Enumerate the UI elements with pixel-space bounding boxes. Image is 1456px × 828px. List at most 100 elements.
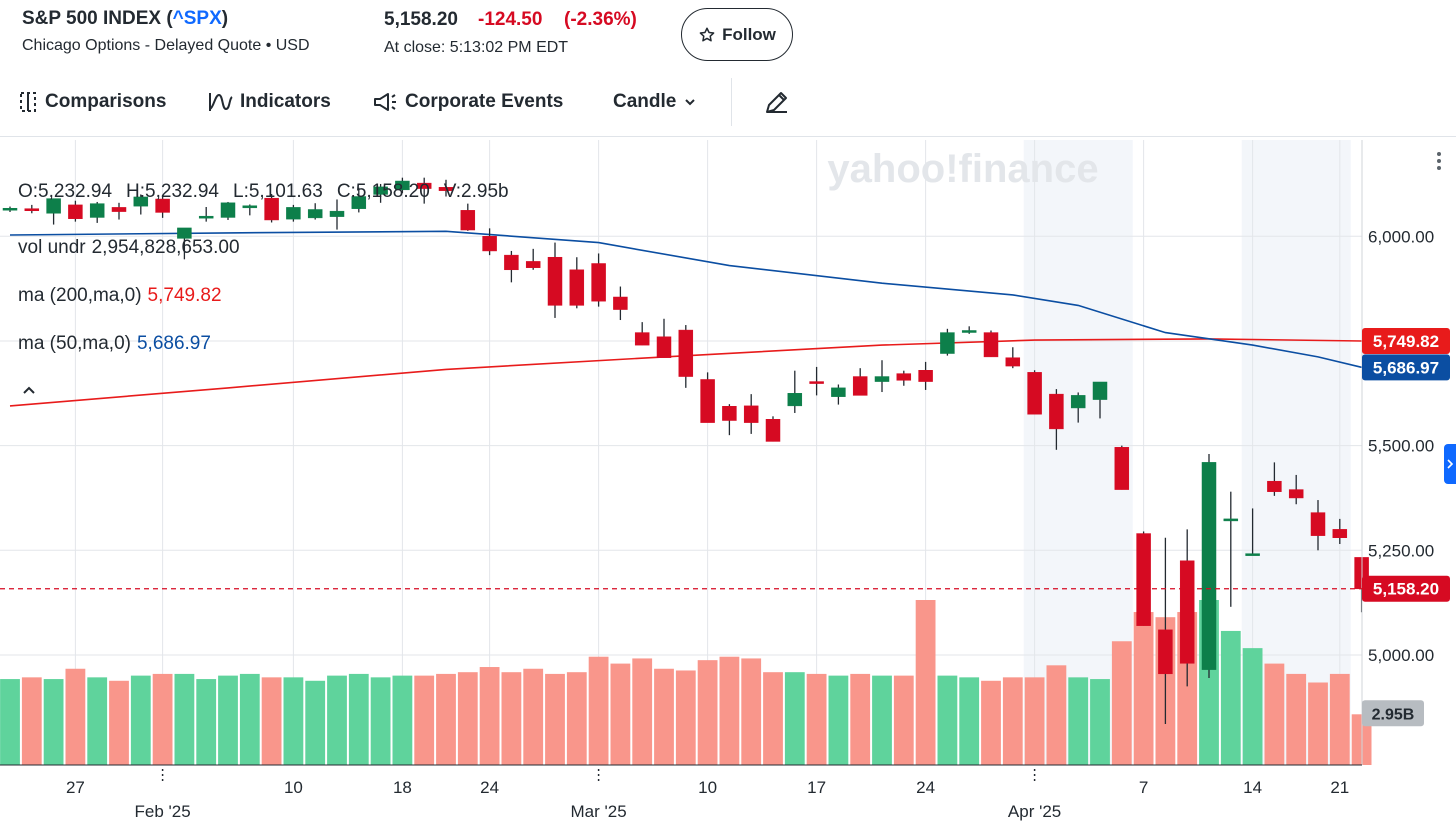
- collapse-legend-button[interactable]: [22, 380, 36, 401]
- candle-body: [504, 254, 519, 271]
- volume-bar: [1002, 677, 1023, 765]
- chevron-right-icon: [1447, 459, 1454, 469]
- volume-bar: [959, 677, 980, 765]
- volume-bar: [1133, 612, 1154, 765]
- candle-body: [940, 332, 955, 354]
- candle-body: [242, 205, 258, 209]
- ma50-line: [9, 230, 1362, 369]
- candle-body: [1310, 512, 1326, 536]
- follow-button[interactable]: Follow: [681, 8, 793, 61]
- low-value: L:5,101.63: [233, 181, 323, 202]
- x-tick-label: 24: [480, 778, 499, 797]
- volume-bar: [43, 679, 64, 765]
- ticker-symbol[interactable]: ^SPX: [172, 8, 222, 29]
- x-month-label: Mar '25: [571, 802, 627, 821]
- candle-body: [307, 209, 323, 219]
- candle-body: [634, 332, 650, 346]
- volume-legend[interactable]: vol undr 2,954,828,653.00: [18, 237, 240, 259]
- ma50-legend-label: ma (50,ma,0): [18, 333, 131, 354]
- candle-body: [656, 336, 672, 358]
- ma200-legend[interactable]: ma (200,ma,0) 5,749.82: [18, 285, 222, 307]
- volume-bar: [915, 600, 936, 765]
- chevron-up-icon: [23, 386, 35, 394]
- indicators-button[interactable]: Indicators: [207, 72, 331, 132]
- candle-body: [809, 381, 824, 384]
- volume-bar: [719, 656, 740, 765]
- volume-bar: [261, 677, 282, 765]
- volume-legend-label: vol undr: [18, 237, 86, 258]
- volume-bar: [196, 679, 217, 765]
- volume-bar: [654, 668, 674, 765]
- comparisons-icon: [20, 92, 36, 112]
- volume-bar: [1242, 648, 1263, 765]
- ma50-legend[interactable]: ma (50,ma,0) 5,686.97: [18, 333, 211, 355]
- candle-body: [286, 207, 301, 220]
- index-title: S&P 500 INDEX (^SPX): [22, 8, 228, 30]
- pencil-icon: [766, 92, 787, 113]
- open-value: O:5,232.94: [18, 181, 113, 202]
- candle-body: [918, 370, 933, 382]
- candle-body: [961, 330, 977, 333]
- candle-body: [1332, 529, 1348, 538]
- toolbar-divider: [731, 78, 732, 126]
- volume-bar: [370, 677, 391, 765]
- corporate-events-button[interactable]: Corporate Events: [372, 72, 563, 132]
- draw-button[interactable]: [763, 72, 791, 132]
- candle-body: [722, 406, 737, 421]
- volume-bar: [610, 663, 631, 765]
- star-icon: [699, 27, 715, 41]
- chart-menu-button[interactable]: [1432, 150, 1446, 172]
- candle-body: [787, 393, 803, 407]
- volume-bar: [588, 656, 609, 765]
- volume-bar: [697, 660, 718, 765]
- y-tick-label: 5,000.00: [1368, 646, 1434, 665]
- x-month-label: Apr '25: [1008, 802, 1061, 821]
- candle-body: [373, 186, 388, 195]
- volume-bar: [1111, 641, 1132, 765]
- volume-bar: [675, 670, 696, 765]
- volume-bar: [0, 679, 20, 765]
- chart-type-label: Candle: [613, 91, 677, 112]
- candle-body: [1158, 629, 1173, 675]
- candle-body: [351, 196, 367, 209]
- ma200-legend-label: ma (200,ma,0): [18, 285, 142, 306]
- chart-toolbar: Comparisons Indicators Corporate Events …: [0, 72, 1456, 137]
- index-title-close: ): [221, 8, 229, 29]
- volume-bar: [218, 675, 238, 765]
- candle-body: [220, 202, 236, 218]
- chart-type-dropdown[interactable]: Candle: [613, 72, 697, 132]
- candle-body: [983, 332, 999, 358]
- y-tick-label: 5,250.00: [1368, 541, 1434, 560]
- quote-header: S&P 500 INDEX (^SPX) Chicago Options - D…: [0, 0, 1456, 70]
- candle-body: [743, 405, 759, 423]
- volume-bar: [457, 672, 478, 765]
- candle-body: [874, 376, 890, 382]
- expand-panel-tab[interactable]: [1444, 444, 1456, 484]
- y-tick-label: 6,000.00: [1368, 227, 1434, 246]
- follow-label: Follow: [722, 24, 776, 44]
- indicators-icon: [209, 93, 233, 111]
- volume-bar: [981, 680, 1001, 765]
- price-chart[interactable]: yahoo!finance 6,000.005,750.005,500.005,…: [0, 140, 1456, 828]
- candle-body: [678, 329, 694, 377]
- x-tick-label: 24: [916, 778, 935, 797]
- last-price-tag-label: 5,158.20: [1373, 580, 1439, 599]
- candle-body: [198, 215, 214, 219]
- candle-body: [700, 379, 715, 423]
- candle-body: [264, 197, 279, 221]
- candle-body: [896, 373, 912, 381]
- x-tick-label: 10: [698, 778, 717, 797]
- volume-bar: [130, 675, 151, 765]
- candle-body: [111, 207, 127, 212]
- volume-bar: [566, 672, 587, 765]
- volume-bar: [1090, 679, 1110, 765]
- volume-bar: [1286, 673, 1307, 765]
- comparisons-button[interactable]: Comparisons: [18, 72, 166, 132]
- volume-bar: [109, 680, 129, 765]
- volume-bar: [1046, 665, 1067, 765]
- volume-value: V:2.95b: [443, 181, 509, 202]
- volume-bar: [893, 675, 914, 765]
- candle-body: [1267, 480, 1282, 492]
- candle-body: [1245, 553, 1260, 556]
- ohlc-legend: O:5,232.94 H:5,232.94 L:5,101.63 C:5,158.20…: [18, 181, 523, 203]
